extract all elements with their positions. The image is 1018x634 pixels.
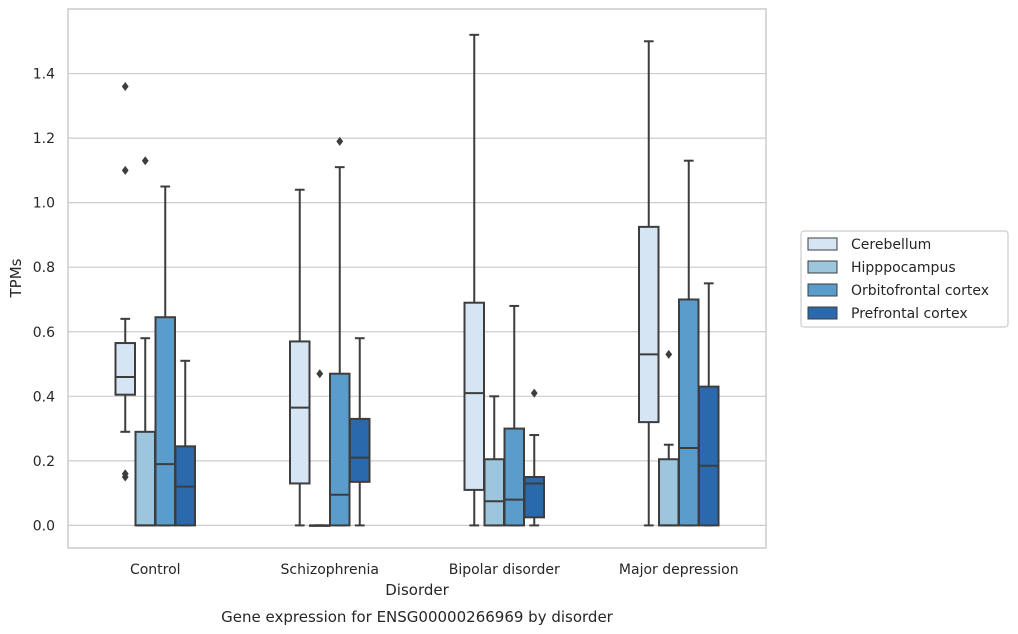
box-body	[698, 385, 720, 527]
box-hipppocampus	[483, 395, 505, 527]
box-hipppocampus	[658, 349, 680, 527]
legend-swatch	[807, 283, 838, 297]
box-orbitofrontal-cortex	[678, 159, 700, 527]
y-tick-label: 0.2	[33, 454, 55, 470]
box-cerebellum	[114, 81, 136, 482]
outlier-point	[665, 349, 673, 359]
box-cerebellum	[289, 188, 311, 527]
y-axis-ticks: 0.0 0.2 0.4 0.6 0.8 1.0 1.2 1.4	[33, 67, 55, 535]
x-tick-label: Major depression	[619, 562, 739, 578]
box-body	[638, 225, 660, 424]
box-body	[134, 430, 156, 527]
box-body	[329, 372, 351, 527]
y-tick-label: 0.4	[33, 389, 55, 405]
x-tick-label: Control	[130, 562, 181, 578]
box-body	[483, 458, 505, 527]
legend: Cerebellum Hipppocampus Orbitofrontal cort…	[800, 230, 1009, 328]
outlier-point	[141, 156, 149, 166]
box-hipppocampus	[309, 369, 331, 527]
outlier-point	[316, 369, 324, 379]
legend-label: Orbitofrontal cortex	[851, 283, 989, 299]
box-body	[289, 340, 311, 485]
box-body	[154, 316, 176, 527]
box-body	[523, 475, 545, 519]
box-prefrontal-cortex	[174, 359, 196, 527]
x-axis-ticks: Control Schizophrenia Bipolar disorder Majo…	[130, 562, 739, 578]
x-tick-label: Bipolar disorder	[449, 562, 560, 578]
box-cerebellum	[463, 33, 485, 527]
y-tick-label: 0.6	[33, 325, 55, 341]
y-tick-label: 0.0	[33, 518, 55, 534]
y-tick-label: 0.8	[33, 260, 55, 276]
box-orbitofrontal-cortex	[154, 185, 176, 527]
outlier-point	[336, 136, 344, 146]
y-tick-label: 1.0	[33, 196, 55, 212]
outlier-point	[530, 388, 538, 398]
plot-area	[67, 8, 767, 549]
legend-label: Prefrontal cortex	[851, 306, 968, 322]
box-body	[349, 417, 371, 483]
outlier-point	[121, 81, 129, 91]
box-body	[678, 298, 700, 527]
outlier-point	[121, 165, 129, 175]
x-axis-label: Disorder	[385, 581, 449, 599]
box-body	[463, 301, 485, 491]
box-body	[658, 458, 680, 527]
box-prefrontal-cortex	[349, 337, 371, 527]
legend-swatch	[807, 237, 838, 251]
box-prefrontal-cortex	[523, 388, 545, 527]
y-axis-label: TPMs	[7, 258, 25, 298]
x-tick-label: Schizophrenia	[281, 562, 379, 578]
chart-caption: Gene expression for ENSG00000266969 by d…	[221, 608, 614, 626]
box-plot-series	[114, 33, 720, 527]
box-hipppocampus	[134, 156, 156, 527]
y-tick-label: 1.2	[33, 131, 55, 147]
y-tick-label: 1.4	[33, 67, 55, 83]
box-body	[503, 427, 525, 527]
legend-label: Cerebellum	[851, 237, 931, 253]
box-prefrontal-cortex	[698, 282, 720, 527]
box-orbitofrontal-cortex	[329, 136, 351, 527]
outlier-point	[121, 472, 129, 482]
box-body	[114, 342, 136, 396]
box-cerebellum	[638, 40, 660, 527]
legend-swatch	[807, 260, 838, 274]
legend-frame	[800, 230, 1009, 328]
legend-label: Hipppocampus	[851, 260, 956, 276]
legend-swatch	[807, 306, 838, 320]
box-orbitofrontal-cortex	[503, 304, 525, 527]
